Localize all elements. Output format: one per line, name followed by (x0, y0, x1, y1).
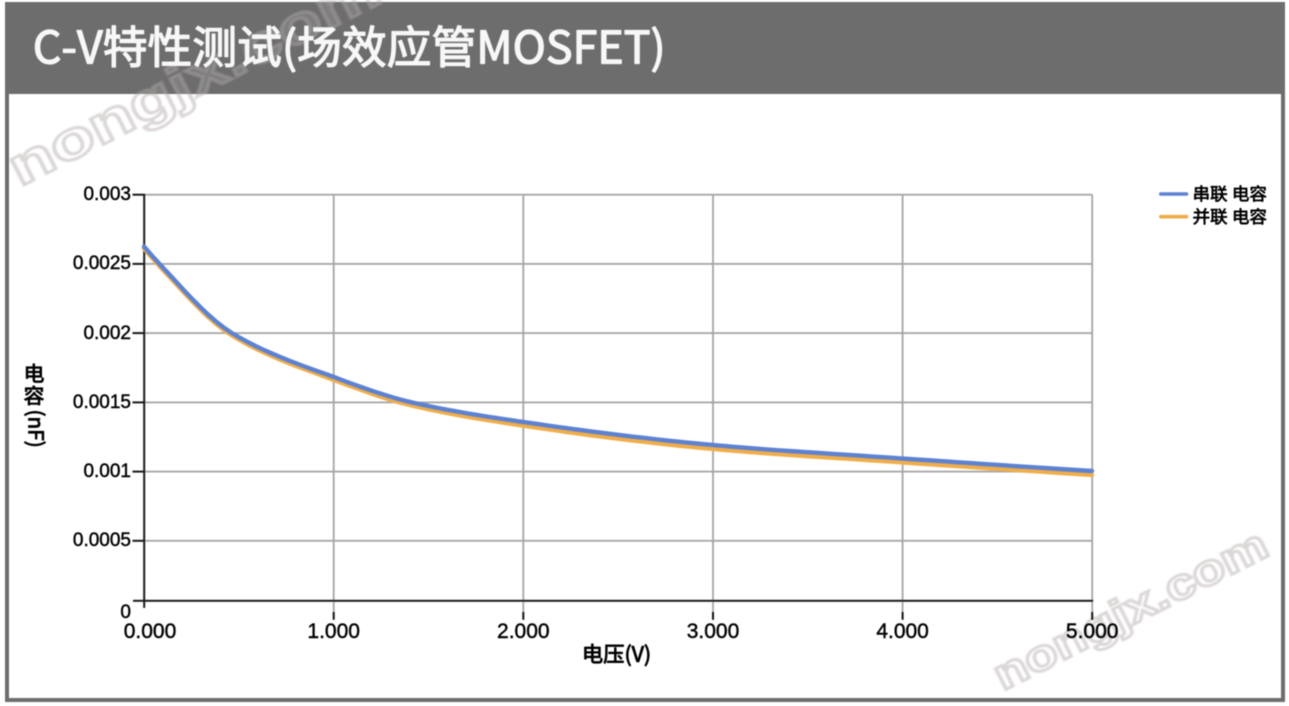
svg-text:nongjx.com: nongjx.com (985, 520, 1275, 700)
